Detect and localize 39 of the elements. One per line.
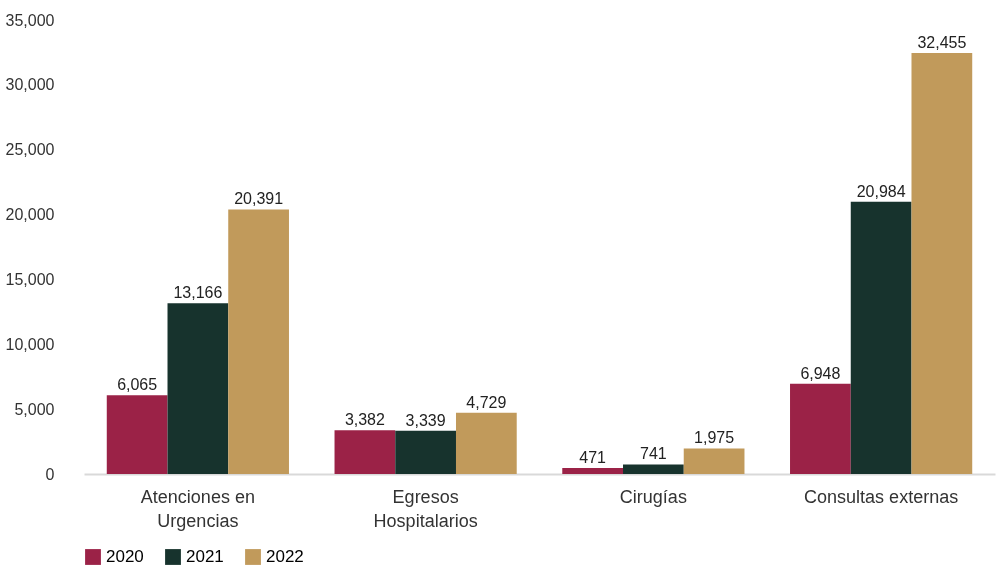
bar bbox=[455, 412, 517, 474]
bar bbox=[683, 448, 745, 474]
bar bbox=[911, 53, 973, 474]
y-tick-label: 30,000 bbox=[5, 76, 55, 94]
data-label: 6,065 bbox=[117, 376, 158, 394]
bar bbox=[395, 430, 456, 474]
bar bbox=[850, 201, 912, 474]
data-label: 3,382 bbox=[344, 411, 386, 429]
bar bbox=[167, 303, 229, 474]
y-tick-label: 5,000 bbox=[14, 400, 55, 418]
data-label: 4,729 bbox=[466, 393, 507, 411]
data-label: 741 bbox=[640, 445, 667, 463]
data-label: 20,984 bbox=[856, 182, 906, 200]
bar bbox=[106, 395, 168, 474]
data-label: 1,975 bbox=[694, 429, 735, 447]
bar bbox=[790, 383, 851, 474]
data-label: 471 bbox=[579, 448, 607, 466]
x-tick-label: Cirugías bbox=[619, 486, 687, 507]
x-tick-label: Atenciones en Urgencias bbox=[140, 486, 255, 531]
data-label: 3,339 bbox=[405, 411, 446, 429]
legend-label: 2021 bbox=[186, 547, 224, 566]
x-tick-label: Egresos Hospitalarios bbox=[373, 486, 478, 531]
bar bbox=[334, 430, 396, 474]
y-tick-label: 35,000 bbox=[5, 11, 55, 29]
data-label: 20,391 bbox=[234, 190, 284, 208]
bar bbox=[562, 467, 624, 474]
y-tick-label: 0 bbox=[45, 465, 55, 483]
data-label: 32,455 bbox=[917, 34, 967, 52]
y-tick-label: 15,000 bbox=[5, 270, 55, 288]
y-tick-label: 10,000 bbox=[5, 335, 55, 353]
data-label: 6,948 bbox=[800, 364, 841, 382]
y-tick-label: 25,000 bbox=[5, 141, 55, 159]
legend-label: 2022 bbox=[266, 547, 304, 566]
legend-label: 2020 bbox=[106, 547, 144, 566]
bar bbox=[228, 209, 289, 474]
x-tick-label: Consultas externas bbox=[804, 486, 959, 507]
y-tick-label: 20,000 bbox=[5, 206, 55, 224]
bar bbox=[623, 464, 684, 474]
data-label: 13,166 bbox=[173, 284, 223, 302]
